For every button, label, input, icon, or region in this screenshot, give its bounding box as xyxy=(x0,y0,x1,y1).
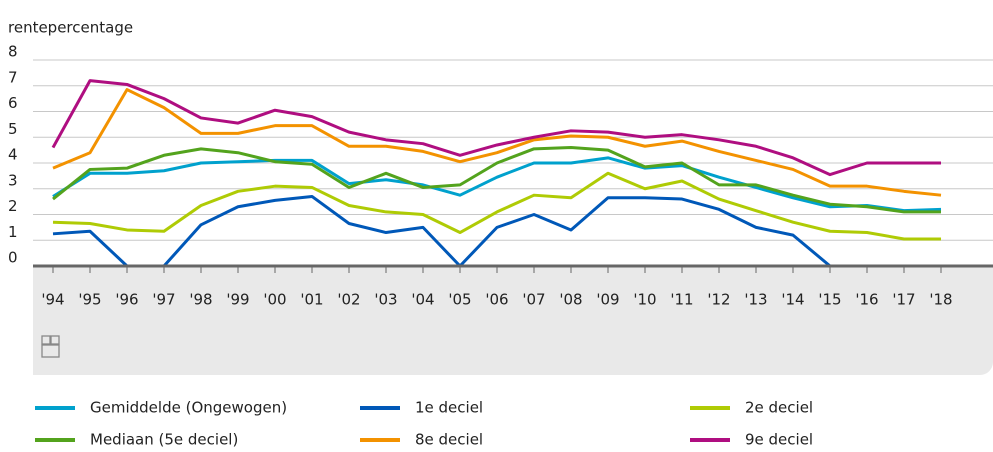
y-tick-label: 8 xyxy=(8,43,18,61)
x-tick-label: '97 xyxy=(152,291,175,309)
legend-label: Mediaan (5e deciel) xyxy=(90,431,238,449)
x-tick-label: '15 xyxy=(818,291,841,309)
y-tick-label: 7 xyxy=(8,68,18,86)
x-tick-label: '06 xyxy=(485,291,508,309)
logo xyxy=(41,335,60,358)
x-tick-label: '08 xyxy=(559,291,582,309)
chart-title: rentepercentage xyxy=(8,19,133,37)
x-tick-label: '18 xyxy=(929,291,952,309)
x-tick-label: '98 xyxy=(189,291,212,309)
x-tick-label: '99 xyxy=(226,291,249,309)
series-line xyxy=(52,171,941,241)
x-tick-label: '00 xyxy=(263,291,286,309)
x-tick-label: '17 xyxy=(892,291,915,309)
series-line xyxy=(52,88,942,197)
x-tick-label: '07 xyxy=(522,291,545,309)
x-tick-label: '96 xyxy=(115,291,138,309)
x-tick-label: '02 xyxy=(337,291,360,309)
legend-label: 8e deciel xyxy=(415,431,483,449)
y-tick-label: 2 xyxy=(8,197,18,215)
y-tick-label: 6 xyxy=(8,94,18,112)
legend-label: 9e deciel xyxy=(745,431,813,449)
y-tick-label: 5 xyxy=(8,120,18,138)
y-tick-label: 1 xyxy=(8,223,18,241)
x-tick-label: '12 xyxy=(707,291,730,309)
x-tick-label: '04 xyxy=(411,291,434,309)
series-line xyxy=(52,194,941,268)
x-tick-label: '09 xyxy=(596,291,619,309)
x-tick-label: '10 xyxy=(633,291,656,309)
legend-label: 2e deciel xyxy=(745,399,813,417)
x-tick-label: '94 xyxy=(41,291,64,309)
x-tick-label: '03 xyxy=(374,291,397,309)
series-line xyxy=(51,79,941,177)
x-tick-label: '16 xyxy=(855,291,878,309)
x-tick-label: '01 xyxy=(300,291,323,309)
x-tick-label: '11 xyxy=(670,291,693,309)
axis-band xyxy=(33,266,993,375)
y-tick-label: 0 xyxy=(8,249,18,267)
y-tick-label: 3 xyxy=(8,171,18,189)
series-line xyxy=(52,146,941,214)
legend-label: Gemiddelde (Ongewogen) xyxy=(90,399,287,417)
x-tick-label: '14 xyxy=(781,291,804,309)
y-tick-label: 4 xyxy=(8,146,18,164)
series-line xyxy=(52,156,942,213)
x-tick-label: '95 xyxy=(78,291,101,309)
legend-label: 1e deciel xyxy=(415,399,483,417)
x-tick-label: '05 xyxy=(448,291,471,309)
x-tick-label: '13 xyxy=(744,291,767,309)
